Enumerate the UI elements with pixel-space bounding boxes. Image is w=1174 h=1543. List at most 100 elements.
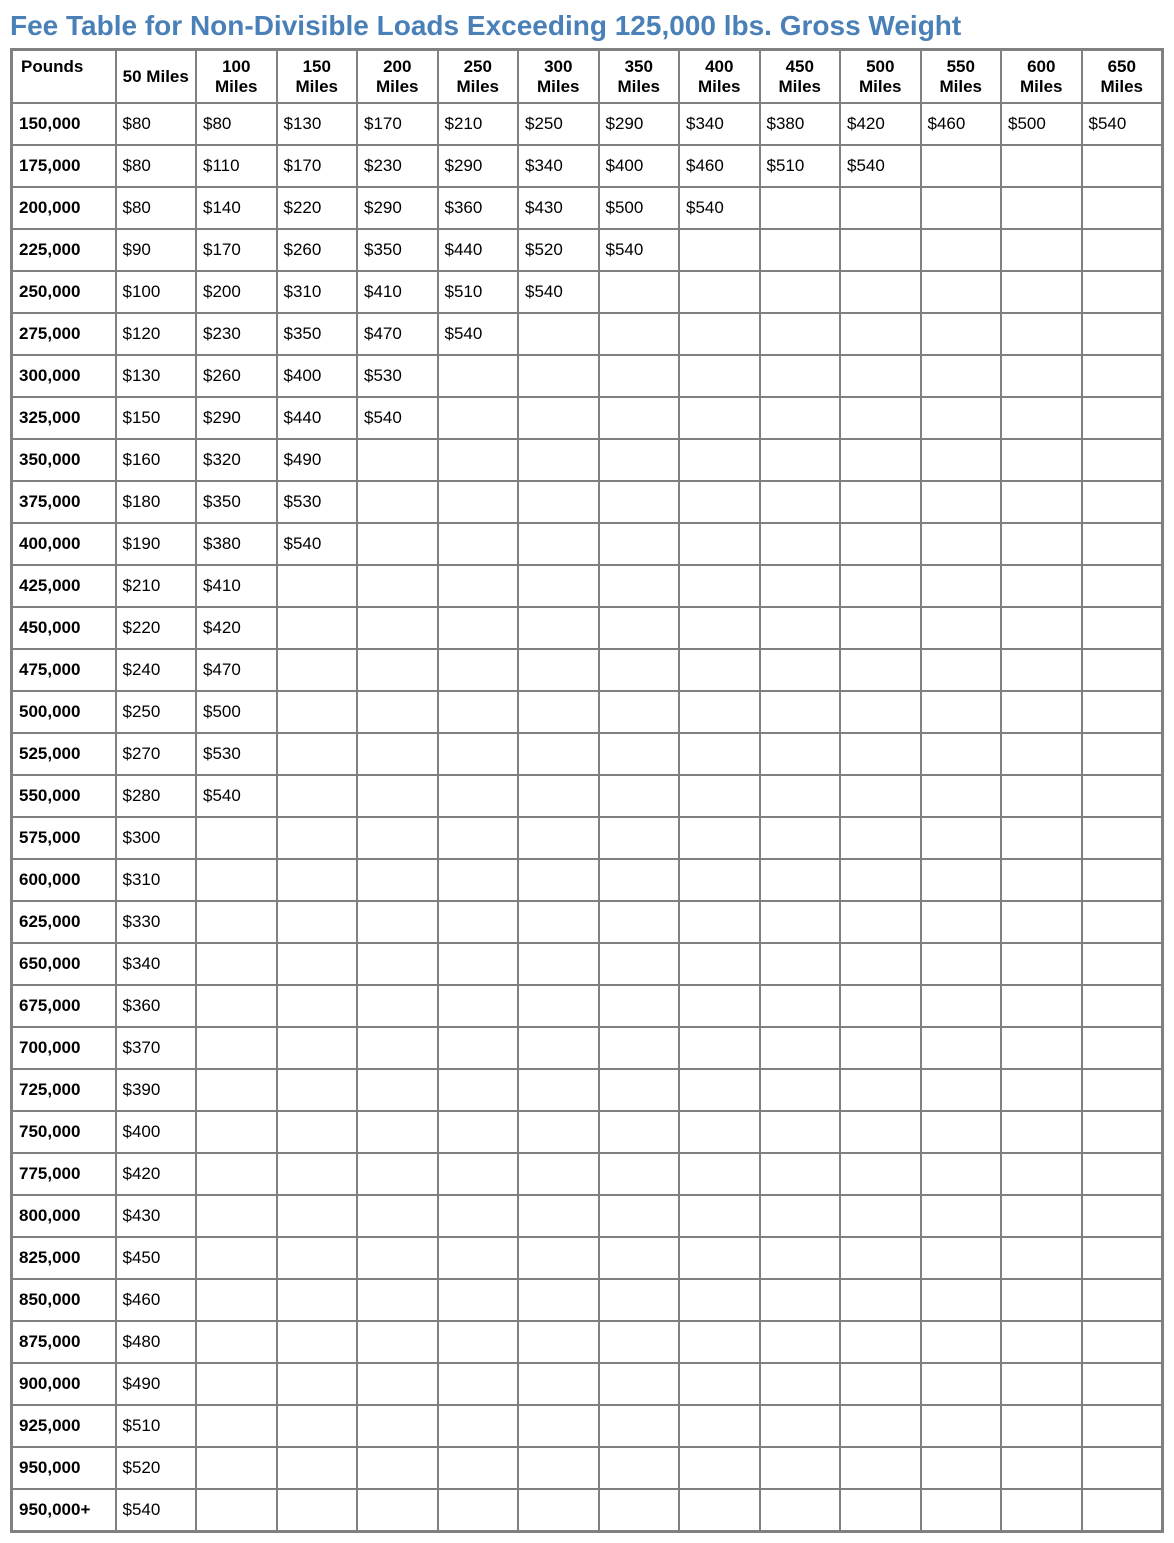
fee-cell bbox=[760, 565, 841, 607]
fee-cell bbox=[357, 1027, 438, 1069]
fee-cell bbox=[1001, 1153, 1082, 1195]
fee-cell bbox=[196, 1111, 277, 1153]
fee-cell bbox=[840, 607, 921, 649]
fee-cell bbox=[518, 481, 599, 523]
fee-cell bbox=[518, 1405, 599, 1447]
fee-cell bbox=[760, 523, 841, 565]
fee-cell: $490 bbox=[277, 439, 358, 481]
fee-cell bbox=[438, 1237, 519, 1279]
fee-cell bbox=[840, 565, 921, 607]
fee-cell: $100 bbox=[116, 271, 197, 313]
fee-cell bbox=[679, 1237, 760, 1279]
fee-cell bbox=[1001, 775, 1082, 817]
fee-cell: $380 bbox=[196, 523, 277, 565]
fee-cell bbox=[196, 1237, 277, 1279]
table-row: 875,000$480 bbox=[12, 1321, 1162, 1363]
fee-cell bbox=[518, 1447, 599, 1489]
fee-cell bbox=[599, 1363, 680, 1405]
fee-cell: $180 bbox=[116, 481, 197, 523]
fee-cell bbox=[921, 565, 1002, 607]
fee-cell bbox=[518, 1153, 599, 1195]
fee-cell bbox=[1001, 607, 1082, 649]
fee-cell bbox=[1082, 187, 1163, 229]
fee-cell bbox=[679, 859, 760, 901]
fee-cell bbox=[921, 985, 1002, 1027]
fee-cell bbox=[599, 1447, 680, 1489]
fee-cell bbox=[921, 1321, 1002, 1363]
fee-cell bbox=[1001, 691, 1082, 733]
fee-cell bbox=[679, 607, 760, 649]
fee-cell bbox=[679, 649, 760, 691]
fee-cell bbox=[518, 1195, 599, 1237]
fee-cell: $540 bbox=[518, 271, 599, 313]
fee-cell bbox=[599, 1069, 680, 1111]
fee-cell bbox=[1082, 1153, 1163, 1195]
fee-cell bbox=[840, 229, 921, 271]
fee-cell: $160 bbox=[116, 439, 197, 481]
pounds-cell: 350,000 bbox=[12, 439, 116, 481]
pounds-cell: 250,000 bbox=[12, 271, 116, 313]
table-row: 575,000$300 bbox=[12, 817, 1162, 859]
fee-cell bbox=[438, 355, 519, 397]
fee-cell bbox=[760, 1237, 841, 1279]
fee-cell bbox=[1001, 1447, 1082, 1489]
fee-cell bbox=[599, 355, 680, 397]
fee-cell bbox=[277, 1153, 358, 1195]
fee-cell: $80 bbox=[196, 103, 277, 145]
table-row: 325,000$150$290$440$540 bbox=[12, 397, 1162, 439]
fee-cell bbox=[760, 817, 841, 859]
fee-cell: $400 bbox=[116, 1111, 197, 1153]
fee-cell bbox=[840, 817, 921, 859]
fee-cell: $420 bbox=[840, 103, 921, 145]
fee-cell: $540 bbox=[277, 523, 358, 565]
pounds-cell: 400,000 bbox=[12, 523, 116, 565]
fee-cell bbox=[357, 1111, 438, 1153]
fee-cell bbox=[760, 439, 841, 481]
fee-cell: $520 bbox=[116, 1447, 197, 1489]
fee-cell: $500 bbox=[1001, 103, 1082, 145]
table-row: 250,000$100$200$310$410$510$540 bbox=[12, 271, 1162, 313]
fee-cell: $460 bbox=[679, 145, 760, 187]
fee-cell: $340 bbox=[518, 145, 599, 187]
fee-cell bbox=[1082, 607, 1163, 649]
fee-cell bbox=[277, 1111, 358, 1153]
table-row: 550,000$280$540 bbox=[12, 775, 1162, 817]
header-miles: 600 Miles bbox=[1001, 50, 1082, 103]
pounds-cell: 425,000 bbox=[12, 565, 116, 607]
header-miles: 450 Miles bbox=[760, 50, 841, 103]
fee-cell bbox=[1082, 817, 1163, 859]
table-row: 400,000$190$380$540 bbox=[12, 523, 1162, 565]
fee-cell bbox=[1001, 313, 1082, 355]
fee-cell bbox=[357, 985, 438, 1027]
table-row: 425,000$210$410 bbox=[12, 565, 1162, 607]
fee-cell bbox=[840, 439, 921, 481]
fee-cell: $530 bbox=[196, 733, 277, 775]
fee-cell bbox=[599, 607, 680, 649]
fee-cell bbox=[599, 1153, 680, 1195]
fee-cell bbox=[357, 1069, 438, 1111]
fee-cell bbox=[921, 313, 1002, 355]
fee-cell: $540 bbox=[1082, 103, 1163, 145]
fee-cell bbox=[840, 1069, 921, 1111]
fee-cell bbox=[1082, 439, 1163, 481]
fee-cell: $220 bbox=[116, 607, 197, 649]
header-miles: 650 Miles bbox=[1082, 50, 1163, 103]
fee-cell bbox=[1082, 1195, 1163, 1237]
fee-cell: $300 bbox=[116, 817, 197, 859]
fee-cell: $400 bbox=[599, 145, 680, 187]
fee-cell bbox=[921, 1027, 1002, 1069]
fee-cell bbox=[277, 859, 358, 901]
table-row: 450,000$220$420 bbox=[12, 607, 1162, 649]
fee-cell bbox=[840, 943, 921, 985]
fee-cell bbox=[679, 1489, 760, 1531]
fee-cell bbox=[760, 1195, 841, 1237]
fee-cell bbox=[1082, 397, 1163, 439]
fee-cell bbox=[1082, 145, 1163, 187]
fee-cell bbox=[599, 943, 680, 985]
fee-cell bbox=[1082, 1363, 1163, 1405]
fee-cell bbox=[438, 1321, 519, 1363]
fee-cell bbox=[1082, 523, 1163, 565]
fee-cell bbox=[840, 1321, 921, 1363]
table-row: 375,000$180$350$530 bbox=[12, 481, 1162, 523]
fee-cell bbox=[277, 1237, 358, 1279]
